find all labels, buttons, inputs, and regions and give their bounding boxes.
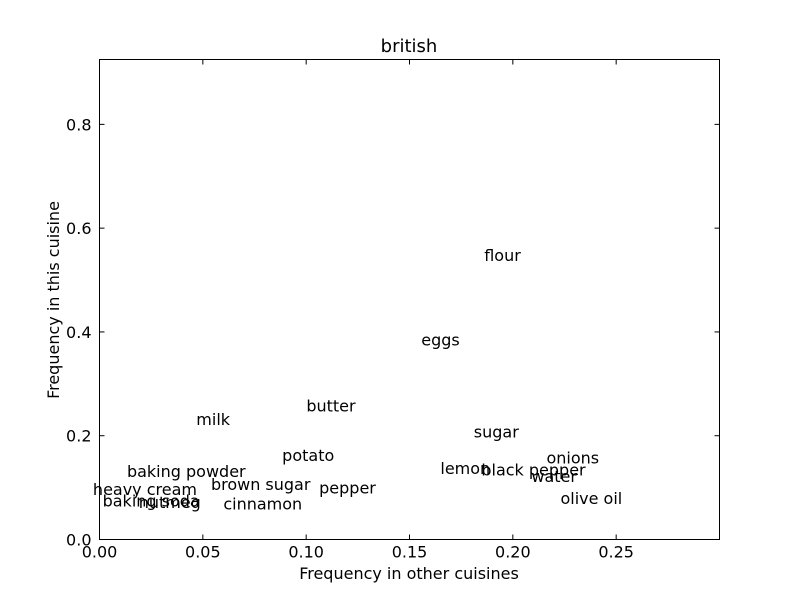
y-tick-label: 0.8 [66,115,91,134]
x-tick-label: 0.05 [185,543,221,562]
data-point-label: baking soda [103,492,200,511]
x-tick-label: 0.10 [288,543,324,562]
data-point-label: potato [282,446,334,465]
y-axis-label: Frequency in this cuisine [44,201,63,399]
data-point-label: milk [196,410,230,429]
y-tick-label: 0.2 [66,427,91,446]
y-axis-ticks: 0.0 0.2 0.4 0.6 0.8 [66,115,720,550]
x-tick-label: 0.20 [495,543,531,562]
data-point-label: water [531,467,577,486]
data-point-label: flour [484,246,521,265]
data-point-label: black pepper [481,460,586,479]
data-point-label: heavy cream [93,480,197,499]
chart-title: british [381,36,438,57]
y-tick-label: 0.6 [66,219,91,238]
data-point-label: brown sugar [211,475,311,494]
data-point-label: lemon [440,459,490,478]
y-tick-label: 0.0 [66,531,91,550]
data-point-label: sugar [474,423,519,442]
x-tick-label: 0.00 [82,543,118,562]
x-tick-label: 0.15 [392,543,428,562]
y-tick-label: 0.4 [66,323,91,342]
data-point-label: butter [306,397,356,416]
data-point-label: baking powder [127,462,246,481]
data-point-label: nutmeg [139,493,201,512]
data-point-label: onions [546,449,599,468]
data-point-labels: flour eggs butter milk sugar onions potato baki… [93,246,622,514]
x-axis-label: Frequency in other cuisines [299,564,519,583]
x-tick-label: 0.25 [598,543,634,562]
data-point-label: cinnamon [223,495,302,514]
data-point-label: pepper [319,479,376,498]
data-point-label: olive oil [560,489,622,508]
data-point-label: eggs [421,331,460,350]
x-axis-ticks: 0.00 0.05 0.10 0.15 0.20 0.25 [82,59,634,562]
